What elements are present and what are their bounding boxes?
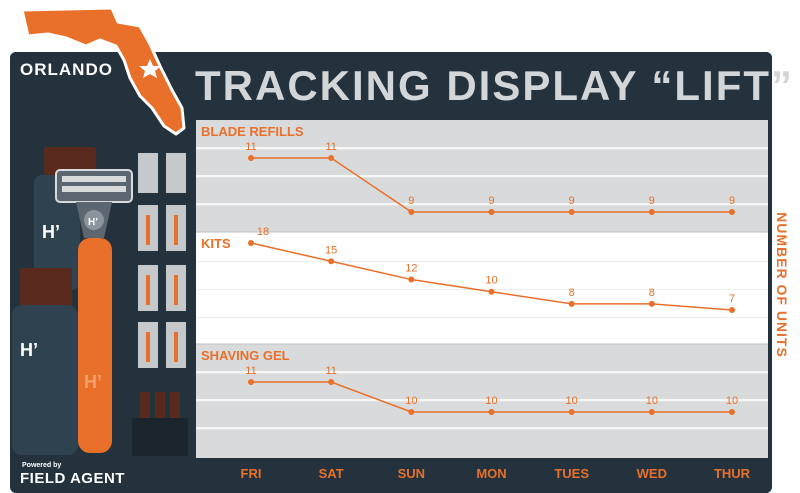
data-point-1-2 — [408, 276, 415, 283]
data-point-0-2 — [408, 209, 415, 215]
data-label-0-4: 9 — [569, 195, 575, 207]
data-label-0-0: 11 — [245, 141, 256, 153]
series-label-1: KITS — [201, 236, 231, 251]
data-label-2-6: 10 — [726, 395, 738, 407]
x-tick-label-5: WED — [637, 466, 667, 481]
data-label-0-3: 9 — [488, 195, 494, 207]
x-axis-strip — [196, 458, 768, 493]
data-label-1-0: 18 — [257, 226, 269, 238]
data-point-1-6 — [729, 307, 735, 313]
data-point-2-0 — [248, 379, 254, 385]
data-point-1-4 — [568, 300, 575, 307]
page-title: TRACKING DISPLAY “LIFT” — [195, 62, 795, 109]
panel-band-2 — [196, 344, 768, 458]
x-tick-label-6: THUR — [714, 466, 751, 481]
data-label-2-4: 10 — [566, 395, 578, 407]
data-label-1-3: 10 — [485, 275, 497, 287]
data-point-2-5 — [648, 409, 655, 415]
x-tick-label-1: SAT — [319, 466, 344, 481]
data-point-1-1 — [328, 258, 335, 265]
data-point-1-0 — [248, 240, 254, 246]
data-label-1-4: 8 — [569, 287, 575, 299]
data-point-0-3 — [488, 209, 495, 215]
data-label-0-2: 9 — [408, 195, 414, 207]
powered-by-text: Powered by — [22, 462, 62, 469]
data-label-2-3: 10 — [485, 395, 497, 407]
data-label-1-2: 12 — [405, 263, 417, 275]
series-label-0: BLADE REFILLS — [201, 124, 304, 139]
data-label-1-1: 15 — [325, 244, 337, 256]
data-point-0-0 — [248, 155, 254, 161]
data-label-1-6: 7 — [729, 293, 735, 305]
data-label-2-0: 11 — [245, 365, 256, 377]
data-label-0-6: 9 — [729, 195, 735, 207]
data-point-1-5 — [648, 300, 655, 307]
data-label-2-2: 10 — [405, 395, 417, 407]
y-axis-label: NUMBER OF UNITS — [774, 212, 790, 358]
data-point-2-6 — [729, 409, 735, 415]
data-point-0-6 — [729, 209, 735, 215]
data-label-0-1: 11 — [325, 141, 336, 153]
data-point-0-1 — [328, 155, 335, 161]
field-agent-logo: FIELD AGENT — [20, 470, 125, 487]
data-point-0-4 — [568, 209, 575, 215]
series-label-2: SHAVING GEL — [201, 348, 290, 363]
data-point-2-4 — [568, 409, 575, 415]
x-tick-label-3: MON — [476, 466, 506, 481]
data-label-1-5: 8 — [649, 287, 655, 299]
x-tick-label-2: SUN — [398, 466, 425, 481]
x-tick-label-0: FRI — [241, 466, 262, 481]
data-label-0-5: 9 — [649, 195, 655, 207]
data-label-2-5: 10 — [646, 395, 658, 407]
data-label-2-1: 11 — [325, 365, 336, 377]
x-tick-label-4: TUES — [554, 466, 589, 481]
data-point-2-1 — [328, 379, 335, 385]
data-point-2-3 — [488, 409, 495, 415]
data-point-0-5 — [648, 209, 655, 215]
data-point-2-2 — [408, 409, 415, 415]
data-point-1-3 — [488, 288, 495, 295]
location-label: ORLANDO — [20, 60, 113, 79]
